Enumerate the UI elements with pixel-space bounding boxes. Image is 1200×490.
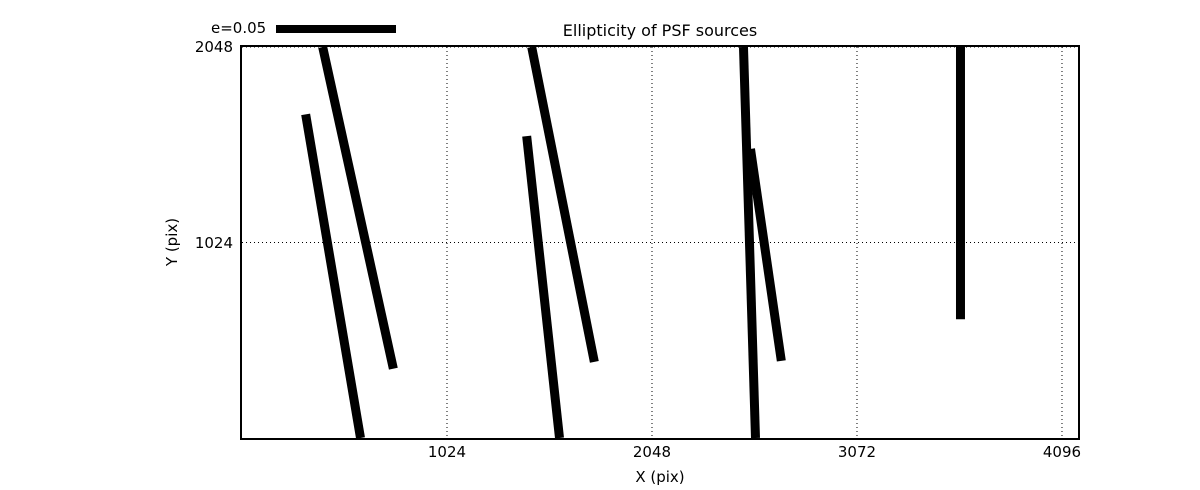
whisker-segment bbox=[746, 148, 786, 362]
whisker-segment bbox=[527, 47, 599, 363]
x-tick-label: 3072 bbox=[837, 443, 877, 461]
x-tick-label: 1024 bbox=[427, 443, 467, 461]
x-tick-label: 2048 bbox=[632, 443, 672, 461]
whisker-segment bbox=[301, 113, 365, 438]
whisker-segment bbox=[318, 47, 398, 370]
plot-svg bbox=[242, 47, 1078, 438]
y-axis-label: Y (pix) bbox=[163, 217, 181, 267]
legend-bar-swatch bbox=[276, 25, 397, 33]
y-tick-label: 2048 bbox=[194, 38, 233, 56]
y-tick-label: 1024 bbox=[194, 233, 233, 252]
x-tick-labels: 1024 2048 3072 4096 bbox=[240, 443, 1082, 461]
y-tick-labels: 1024 2048 bbox=[150, 38, 233, 440]
whisker-segment bbox=[738, 47, 760, 438]
legend: e=0.05 bbox=[211, 19, 397, 37]
plot-area bbox=[240, 45, 1080, 440]
whisker-segment bbox=[522, 135, 564, 438]
legend-label: e=0.05 bbox=[211, 19, 267, 37]
x-tick-label: 4096 bbox=[1042, 443, 1082, 461]
chart-title: Ellipticity of PSF sources bbox=[562, 21, 758, 40]
x-axis-label: X (pix) bbox=[635, 468, 685, 486]
